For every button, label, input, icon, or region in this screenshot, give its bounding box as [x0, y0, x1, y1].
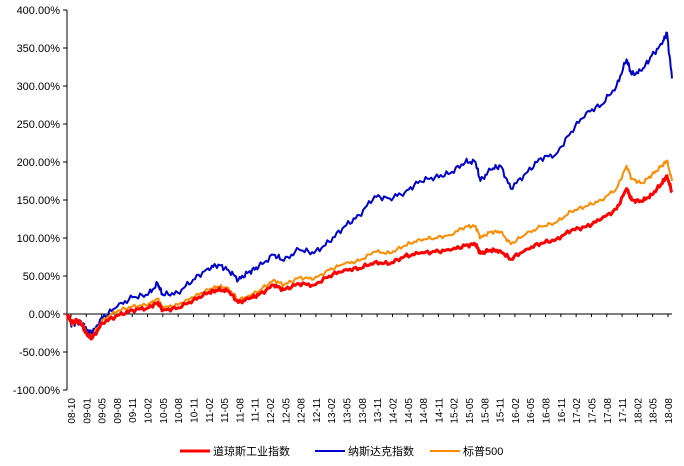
y-tick-label: 400.00% — [17, 5, 61, 17]
x-tick-label: 14-05 — [404, 398, 415, 424]
y-tick-label: 300.00% — [17, 81, 61, 93]
x-tick-label: 16-08 — [542, 398, 553, 424]
y-tick-label: 200.00% — [17, 157, 61, 169]
series-layer — [65, 31, 674, 341]
legend-label: 标普500 — [463, 444, 503, 458]
x-tick-label: 09-08 — [113, 398, 124, 424]
legend: 道琼斯工业指数 纳斯达克指数 标普500 — [180, 444, 503, 458]
x-tick-label: 10-11 — [189, 398, 200, 423]
x-tick-label: 17-05 — [587, 398, 598, 424]
x-tick-label: 15-11 — [496, 398, 507, 423]
series-line-nasdaq — [66, 31, 673, 336]
x-tick-label: 17-08 — [603, 398, 614, 424]
y-tick-label: 100.00% — [17, 233, 61, 245]
y-tick-label: -100.00% — [13, 385, 60, 397]
x-tick-label: 09-01 — [82, 398, 93, 424]
x-axis: 08-10 09-01 09-05 09-08 09-11 10-02 10-05 10-08… — [67, 313, 675, 424]
x-tick-label: 18-05 — [649, 398, 660, 424]
x-tick-label: 13-11 — [373, 398, 384, 423]
x-tick-label: 10-05 — [159, 398, 170, 424]
legend-label: 纳斯达克指数 — [348, 444, 414, 458]
x-tick-label: 11-08 — [235, 398, 246, 423]
x-tick-label: 15-05 — [465, 398, 476, 424]
x-tick-label: 18-08 — [664, 398, 675, 424]
x-tick-label: 13-08 — [358, 398, 369, 424]
y-tick-label: 350.00% — [17, 43, 61, 55]
x-tick-label: 13-02 — [327, 398, 338, 424]
x-tick-label: 17-11 — [618, 398, 629, 423]
x-tick-label: 14-02 — [388, 398, 399, 424]
x-tick-label: 08-10 — [67, 398, 78, 424]
x-tick-label: 17-02 — [572, 398, 583, 424]
x-tick-label: 10-02 — [144, 398, 155, 424]
x-tick-label: 15-02 — [450, 398, 461, 424]
x-tick-label: 09-05 — [98, 398, 109, 424]
x-tick-label: 12-11 — [312, 398, 323, 423]
x-tick-label: 14-08 — [419, 398, 430, 424]
x-tick-label: 10-08 — [174, 398, 185, 424]
y-tick-label: 250.00% — [17, 119, 61, 131]
series-line-dow — [65, 174, 674, 341]
x-tick-label: 16-05 — [526, 398, 537, 424]
x-tick-label: 15-08 — [480, 398, 491, 424]
series-line-sp500 — [66, 159, 673, 339]
x-tick-label: 11-11 — [251, 398, 262, 423]
x-tick-label: 13-05 — [343, 398, 354, 424]
y-tick-label: 0.00% — [29, 309, 60, 321]
x-tick-label: 09-11 — [128, 398, 139, 423]
x-tick-label: 16-11 — [557, 398, 568, 423]
y-tick-label: 150.00% — [17, 195, 61, 207]
x-tick-label: 12-02 — [266, 398, 277, 424]
x-tick-label: 14-11 — [434, 398, 445, 423]
x-tick-label: 12-08 — [297, 398, 308, 424]
x-tick-label: 12-05 — [281, 398, 292, 424]
y-tick-label: -50.00% — [19, 347, 60, 359]
x-tick-label: 16-02 — [511, 398, 522, 424]
x-tick-label: 11-05 — [220, 398, 231, 423]
y-tick-label: 50.00% — [23, 271, 61, 283]
legend-label: 道琼斯工业指数 — [213, 444, 290, 458]
x-tick-label: 11-02 — [205, 398, 216, 423]
y-axis: 400.00% 350.00% 300.00% 250.00% 200.00% 150.0… — [13, 5, 68, 397]
x-tick-label: 18-02 — [633, 398, 644, 424]
